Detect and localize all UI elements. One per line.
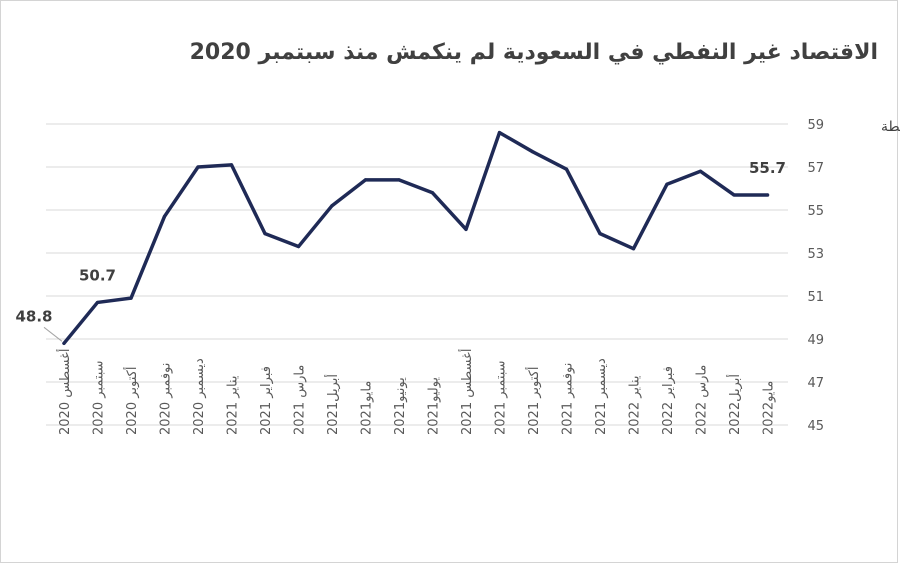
x-tick-label: يوليو2021 [427,377,442,435]
data-point [564,167,569,171]
data-point [95,300,100,305]
series-group [62,130,770,346]
data-label: 50.7 [79,266,116,284]
data-point [598,232,602,236]
x-axis-ticks: أغسطس 2020 سبتمبر 2020 أكتوبر 2020 نوفمبر 2… [56,349,777,435]
x-tick-label: سبتمبر 2021 [494,360,509,435]
x-tick-label: فبراير 2022 [661,366,676,435]
data-point [698,169,703,173]
x-tick-label: ديسمبر 2020 [192,358,207,435]
x-tick-label: يناير 2022 [628,375,643,435]
x-tick-label: أغسطس 2020 [56,349,73,435]
data-point [62,341,66,345]
data-point [464,227,468,231]
data-point [263,232,267,236]
x-tick-label: مايو2021 [360,381,375,435]
x-tick-label: فبراير 2021 [259,366,274,435]
data-point [765,193,770,197]
data-point [229,163,234,167]
data-point [497,131,502,135]
y-axis-unit-label: نقطة [881,119,900,135]
y-tick-label: 55 [807,204,824,219]
x-tick-label: أكتوبر 2020 [123,367,140,435]
y-tick-label: 53 [807,247,824,262]
data-point [430,191,435,195]
x-tick-label: أكتوبر 2021 [525,367,542,435]
x-tick-label: أغسطس 2021 [458,349,475,435]
data-point [196,165,200,169]
data-point [296,244,301,249]
data-label-leader [43,326,63,342]
x-tick-label: نوفمبر 2021 [561,363,576,435]
data-point [162,214,167,219]
data-point [631,247,636,251]
x-tick-label: مارس 2022 [695,365,710,435]
y-axis-ticks: 45 47 49 51 53 55 57 59 [807,118,824,434]
x-tick-label: مارس 2021 [293,365,308,435]
data-point [129,296,133,300]
y-tick-label: 45 [807,419,824,434]
series-line [62,130,770,346]
x-tick-label: ديسمبر 2021 [594,358,609,435]
y-tick-label: 47 [807,376,824,391]
data-point [732,193,736,197]
data-labels-group: 48.8 50.7 55.7 [15,159,786,342]
data-point [531,150,535,154]
data-point [330,204,334,208]
y-tick-label: 57 [807,161,824,176]
gridlines [46,123,788,426]
x-tick-label: مايو2022 [762,381,777,435]
data-point [665,182,669,186]
data-label: 55.7 [749,159,786,177]
y-tick-label: 59 [807,118,824,133]
x-tick-label: سبتمبر 2020 [92,360,107,435]
x-tick-label: أبريل2022 [726,374,743,435]
x-tick-label: يناير 2021 [226,375,241,435]
data-label: 48.8 [15,307,52,325]
x-tick-label: أبريل2021 [324,374,341,435]
y-tick-label: 51 [807,290,824,305]
data-point [397,178,401,182]
y-tick-label: 49 [807,333,824,348]
data-point [363,178,368,182]
x-tick-label: نوفمبر 2020 [159,363,174,435]
chart-title: الاقتصاد غير النفطي في السعودية لم ينكمش… [189,40,878,65]
x-tick-label: يونيو2021 [393,377,408,435]
